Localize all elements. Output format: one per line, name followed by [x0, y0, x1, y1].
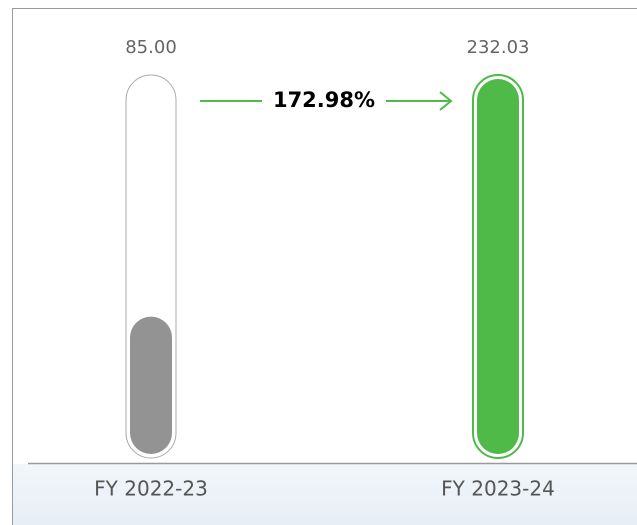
bar — [130, 316, 172, 454]
frame — [12, 8, 637, 525]
arrow-head — [439, 91, 453, 111]
annotation: 172.98% — [273, 88, 375, 112]
floor — [13, 464, 637, 525]
x-tick-label: FY 2022-23 — [94, 477, 208, 501]
bar — [477, 79, 519, 454]
value-label: 232.03 — [467, 37, 530, 58]
value-label: 85.00 — [125, 37, 177, 58]
x-tick-label: FY 2023-24 — [441, 477, 555, 501]
